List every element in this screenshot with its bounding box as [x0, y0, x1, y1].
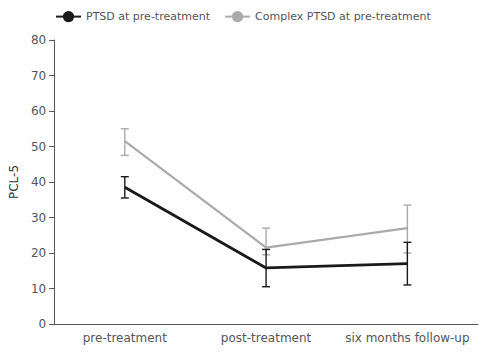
svg-text:PCL-5: PCL-5: [7, 165, 21, 199]
svg-text:30: 30: [31, 211, 46, 225]
svg-text:pre-treatment: pre-treatment: [83, 331, 167, 345]
svg-text:80: 80: [31, 33, 46, 47]
svg-text:60: 60: [31, 104, 46, 118]
svg-text:six months follow-up: six months follow-up: [345, 331, 469, 345]
svg-text:50: 50: [31, 140, 46, 154]
svg-text:Complex PTSD at pre-treatment: Complex PTSD at pre-treatment: [255, 10, 431, 23]
svg-text:20: 20: [31, 246, 46, 260]
svg-text:0: 0: [39, 317, 47, 331]
svg-text:40: 40: [31, 175, 46, 189]
svg-text:PTSD at pre-treatment: PTSD at pre-treatment: [86, 10, 211, 23]
svg-text:post-treatment: post-treatment: [221, 331, 312, 345]
svg-text:70: 70: [31, 69, 46, 83]
svg-text:10: 10: [31, 282, 46, 296]
